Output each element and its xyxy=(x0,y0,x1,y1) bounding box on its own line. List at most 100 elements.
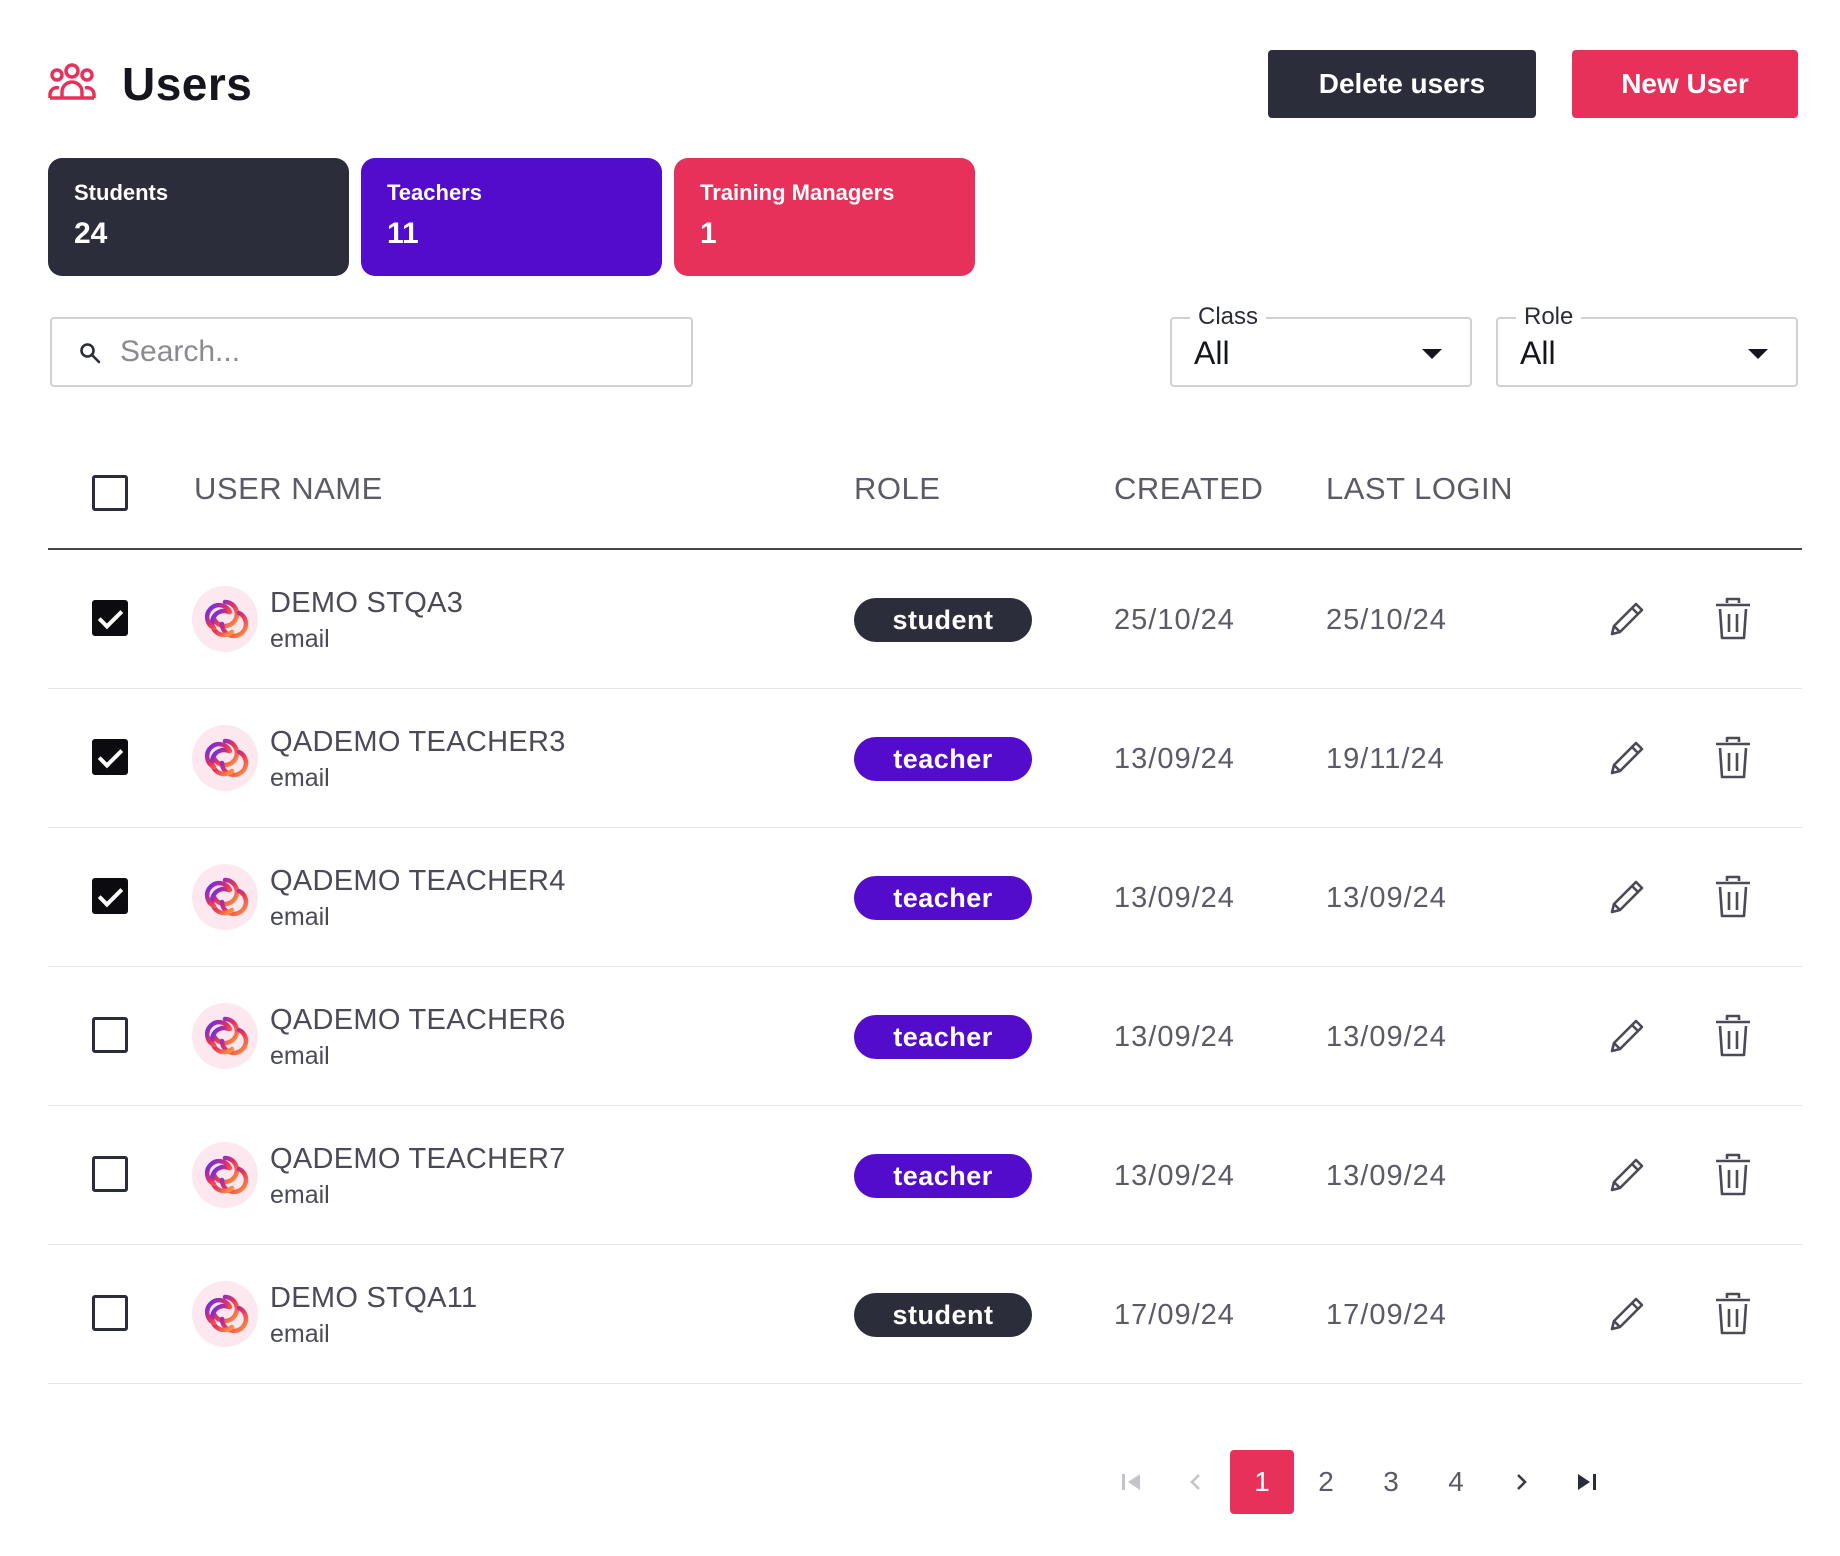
stat-label: Teachers xyxy=(387,180,482,205)
last-login-date: 13/09/24 xyxy=(1326,1021,1447,1053)
first-page-button[interactable] xyxy=(1100,1450,1164,1514)
role-filter-value: All xyxy=(1520,335,1556,371)
user-email: email xyxy=(270,1181,330,1209)
role-badge: teacher xyxy=(854,737,1032,781)
user-name[interactable]: QADEMO TEACHER7 xyxy=(270,1143,566,1175)
column-header-created[interactable]: CREATED xyxy=(1114,471,1264,506)
stat-label: Students xyxy=(74,180,169,205)
page-button-3[interactable]: 3 xyxy=(1383,1466,1399,1497)
row-checkbox[interactable] xyxy=(92,1295,128,1331)
users-group-icon xyxy=(48,63,96,100)
row-checkbox[interactable] xyxy=(92,878,128,914)
edit-pencil-icon[interactable] xyxy=(1604,735,1650,781)
user-name[interactable]: DEMO STQA11 xyxy=(270,1282,478,1314)
chevron-right-icon xyxy=(1517,1474,1527,1490)
table-body: DEMO STQA3 email student 25/10/24 25/10/… xyxy=(48,550,1802,1384)
edit-pencil-icon[interactable] xyxy=(1604,1291,1650,1337)
created-date: 13/09/24 xyxy=(1114,882,1235,914)
avatar xyxy=(192,586,258,652)
delete-users-button[interactable]: Delete users xyxy=(1268,50,1536,118)
table-row[interactable]: QADEMO TEACHER6 email teacher 13/09/24 1… xyxy=(48,967,1802,1106)
training-managers-stat-card[interactable]: Training Managers 1 xyxy=(674,158,975,276)
avatar xyxy=(192,1281,258,1347)
class-filter-select[interactable]: Class All xyxy=(1170,299,1472,387)
avatar xyxy=(192,1142,258,1208)
previous-page-button[interactable] xyxy=(1164,1450,1228,1514)
delete-trash-icon[interactable] xyxy=(1712,596,1754,642)
next-page-button[interactable] xyxy=(1489,1450,1553,1514)
role-badge: teacher xyxy=(854,1015,1032,1059)
edit-pencil-icon[interactable] xyxy=(1604,874,1650,920)
teachers-stat-card[interactable]: Teachers 11 xyxy=(361,158,662,276)
user-name[interactable]: DEMO STQA3 xyxy=(270,587,464,619)
edit-pencil-icon[interactable] xyxy=(1604,1152,1650,1198)
table-header: USER NAME ROLE CREATED LAST LOGIN xyxy=(48,436,1802,550)
delete-trash-icon[interactable] xyxy=(1712,1152,1754,1198)
user-email: email xyxy=(270,764,330,792)
user-name[interactable]: QADEMO TEACHER4 xyxy=(270,865,566,897)
role-badge: student xyxy=(854,598,1032,642)
user-name[interactable]: QADEMO TEACHER3 xyxy=(270,726,566,758)
chevron-left-icon xyxy=(1190,1474,1200,1490)
stat-cards: Students 24 Teachers 11 Training Manager… xyxy=(48,158,975,276)
search-input[interactable] xyxy=(120,329,670,375)
class-filter-label: Class xyxy=(1190,299,1267,335)
created-date: 13/09/24 xyxy=(1114,1021,1235,1053)
last-login-date: 17/09/24 xyxy=(1326,1299,1447,1331)
students-stat-card[interactable]: Students 24 xyxy=(48,158,349,276)
last-login-date: 19/11/24 xyxy=(1326,743,1445,775)
page-header: Users Delete users New User xyxy=(48,50,1798,122)
stat-label: Training Managers xyxy=(700,180,895,205)
caret-down-icon xyxy=(1748,349,1768,359)
row-checkbox[interactable] xyxy=(92,1017,128,1053)
user-name[interactable]: QADEMO TEACHER6 xyxy=(270,1004,566,1036)
stat-count: 24 xyxy=(74,217,108,250)
avatar xyxy=(192,725,258,791)
page-button-1[interactable]: 1 xyxy=(1230,1450,1294,1514)
users-table: USER NAME ROLE CREATED LAST LOGIN DEMO S… xyxy=(48,436,1802,1384)
table-row[interactable]: QADEMO TEACHER7 email teacher 13/09/24 1… xyxy=(48,1106,1802,1245)
user-email: email xyxy=(270,1042,330,1070)
edit-pencil-icon[interactable] xyxy=(1604,1013,1650,1059)
page-button-4[interactable]: 4 xyxy=(1448,1466,1464,1497)
last-login-date: 13/09/24 xyxy=(1326,882,1447,914)
created-date: 25/10/24 xyxy=(1114,604,1235,636)
role-badge: teacher xyxy=(854,1154,1032,1198)
delete-trash-icon[interactable] xyxy=(1712,735,1754,781)
role-filter-label: Role xyxy=(1516,299,1582,335)
select-all-checkbox[interactable] xyxy=(92,475,128,511)
stat-count: 11 xyxy=(387,217,419,250)
class-filter-value: All xyxy=(1194,335,1230,371)
last-login-date: 25/10/24 xyxy=(1326,604,1447,636)
column-header-last-login[interactable]: LAST LOGIN xyxy=(1326,471,1514,506)
table-row[interactable]: DEMO STQA11 email student 17/09/24 17/09… xyxy=(48,1245,1802,1384)
row-checkbox[interactable] xyxy=(92,739,128,775)
last-page-button[interactable] xyxy=(1554,1450,1618,1514)
edit-pencil-icon[interactable] xyxy=(1604,596,1650,642)
created-date: 13/09/24 xyxy=(1114,743,1235,775)
delete-trash-icon[interactable] xyxy=(1712,874,1754,920)
caret-down-icon xyxy=(1422,349,1442,359)
column-header-role[interactable]: ROLE xyxy=(854,471,941,506)
search-box xyxy=(50,317,693,387)
column-header-user-name[interactable]: USER NAME xyxy=(194,471,383,506)
search-icon xyxy=(80,343,101,364)
last-page-icon xyxy=(1578,1474,1596,1490)
table-row[interactable]: QADEMO TEACHER4 email teacher 13/09/24 1… xyxy=(48,828,1802,967)
delete-trash-icon[interactable] xyxy=(1712,1013,1754,1059)
role-filter-select[interactable]: Role All xyxy=(1496,299,1798,387)
new-user-button[interactable]: New User xyxy=(1572,50,1798,118)
user-email: email xyxy=(270,903,330,931)
avatar xyxy=(192,1003,258,1069)
row-checkbox[interactable] xyxy=(92,600,128,636)
user-email: email xyxy=(270,1320,330,1348)
last-login-date: 13/09/24 xyxy=(1326,1160,1447,1192)
delete-trash-icon[interactable] xyxy=(1712,1291,1754,1337)
table-row[interactable]: QADEMO TEACHER3 email teacher 13/09/24 1… xyxy=(48,689,1802,828)
table-row[interactable]: DEMO STQA3 email student 25/10/24 25/10/… xyxy=(48,550,1802,689)
page-button-2[interactable]: 2 xyxy=(1318,1466,1334,1497)
stat-count: 1 xyxy=(700,217,717,250)
role-badge: teacher xyxy=(854,876,1032,920)
row-checkbox[interactable] xyxy=(92,1156,128,1192)
created-date: 13/09/24 xyxy=(1114,1160,1235,1192)
